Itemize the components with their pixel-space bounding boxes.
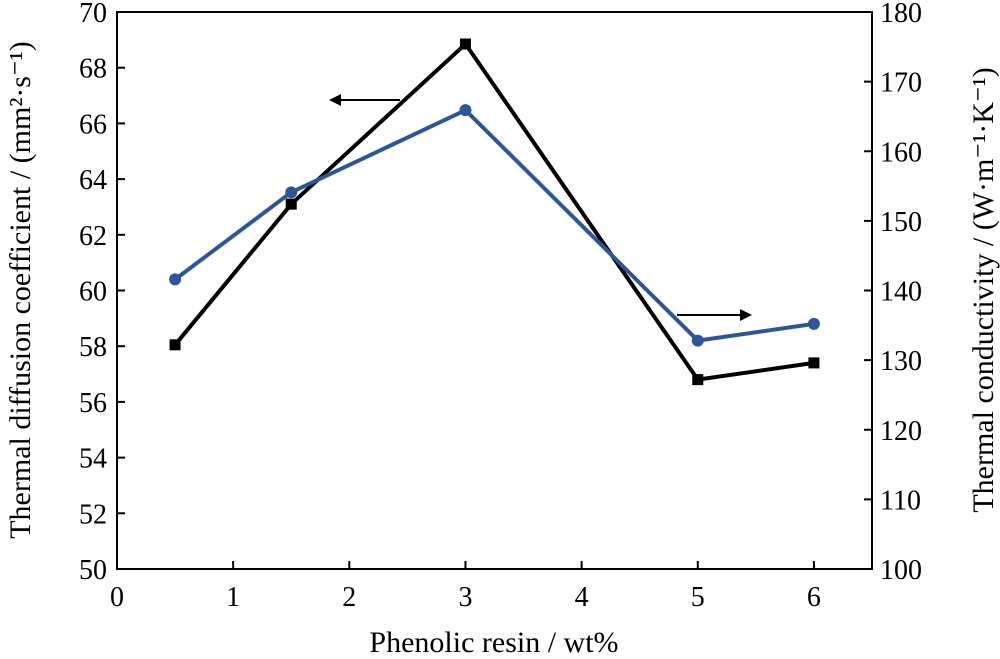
x-axis-label: Phenolic resin / wt% [369,626,618,659]
right-tick-label: 170 [880,68,922,99]
series-2-point [169,273,182,286]
right-tick-label: 110 [880,485,921,516]
left-axis-ticks: 50 52 54 56 58 60 62 64 66 68 70 [79,0,125,586]
series-1-point [692,374,704,386]
series-1-point [285,198,297,210]
annotation-layer [329,94,752,321]
series-2-point [691,334,704,347]
right-tick-label: 130 [880,346,922,377]
right-axis-label: Thermal conductivity / (W·m⁻¹·K⁻¹) [967,67,1000,512]
left-tick-label: 62 [79,221,107,252]
series-2-point [285,186,298,199]
series-2-point [807,317,820,330]
left-tick-label: 52 [79,499,107,530]
left-tick-label: 56 [79,388,107,419]
x-tick-label: 5 [691,582,705,613]
series-1-point [808,357,820,369]
plot-frame [116,11,873,570]
right-tick-label: 100 [880,555,922,586]
left-tick-label: 54 [79,444,107,475]
x-tick-label: 1 [226,582,240,613]
series-line-2 [173,107,815,343]
x-tick-label: 0 [110,582,124,613]
left-axis-label: Thermal diffusion coefficient / (mm²·s⁻¹… [4,41,37,539]
right-tick-label: 180 [880,0,922,29]
left-tick-label: 50 [79,555,107,586]
left-tick-label: 64 [79,165,107,196]
series-1-point [459,38,471,50]
left-tick-label: 66 [79,109,107,140]
right-tick-label: 120 [880,416,922,447]
x-axis-ticks: 0 1 2 3 4 5 6 [110,561,821,613]
left-tick-label: 70 [79,0,107,29]
right-tick-label: 140 [880,277,922,308]
series-1-point [169,339,181,351]
x-tick-label: 3 [458,582,472,613]
right-tick-label: 150 [880,207,922,238]
right-axis-ticks: 100 110 120 130 140 150 160 170 180 [864,0,922,586]
x-tick-label: 2 [342,582,356,613]
left-tick-label: 68 [79,54,107,85]
series-layer [169,38,820,386]
x-tick-label: 4 [575,582,589,613]
left-tick-label: 58 [79,332,107,363]
series-line-1 [173,40,815,382]
x-tick-label: 6 [807,582,821,613]
right-tick-label: 160 [880,137,922,168]
left-tick-label: 60 [79,277,107,308]
series-2-point [459,104,472,117]
